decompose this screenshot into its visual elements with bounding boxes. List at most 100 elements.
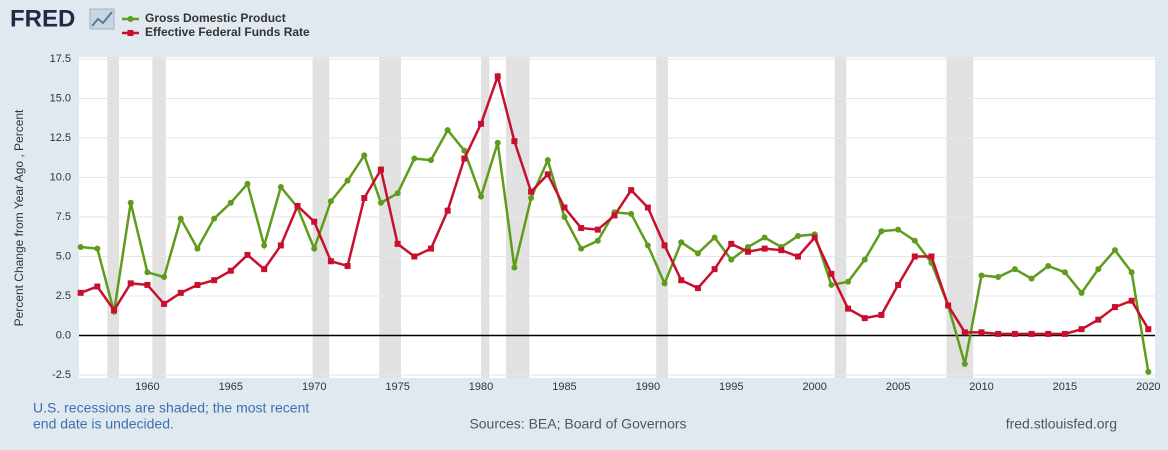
data-point (628, 187, 635, 194)
data-point (194, 281, 201, 288)
data-point (377, 199, 384, 206)
data-point (928, 253, 935, 260)
data-point (377, 166, 384, 173)
data-point (961, 329, 968, 336)
data-point (694, 285, 701, 292)
data-point (427, 157, 434, 164)
x-tick-label: 1960 (135, 381, 159, 393)
data-point (127, 280, 134, 287)
note-line: end date is undecided. (33, 416, 174, 432)
data-point (177, 215, 184, 222)
data-point (728, 256, 735, 263)
x-tick-label: 1970 (302, 381, 326, 393)
data-point (895, 226, 902, 233)
data-point (311, 218, 318, 225)
data-point (511, 138, 518, 145)
data-point (1045, 262, 1052, 269)
data-point (211, 277, 218, 284)
logo: FRED (10, 5, 75, 32)
credit: fred.stlouisfed.org (1006, 416, 1117, 432)
x-tick-label: 1975 (385, 381, 409, 393)
data-point (494, 139, 501, 146)
data-point (77, 244, 84, 251)
data-point (1061, 269, 1068, 276)
data-point (444, 127, 451, 134)
data-point (344, 262, 351, 269)
data-point (1011, 266, 1018, 273)
data-point (1078, 289, 1085, 296)
data-point (594, 226, 601, 233)
data-point (678, 239, 685, 246)
note-line: U.S. recessions are shaded; the most rec… (33, 400, 309, 416)
data-point (277, 242, 284, 249)
data-point (444, 207, 451, 214)
data-point (427, 245, 434, 252)
data-point (244, 180, 251, 187)
data-point (394, 240, 401, 247)
data-point (744, 248, 751, 255)
data-point (694, 250, 701, 257)
data-point (561, 204, 568, 211)
data-point (511, 264, 518, 271)
data-point (911, 237, 918, 244)
data-point (127, 199, 134, 206)
data-point (411, 155, 418, 162)
y-tick-label: -2.5 (52, 369, 71, 381)
data-point (1028, 330, 1035, 337)
data-point (711, 266, 718, 273)
legend-label: Gross Domestic Product (145, 11, 286, 25)
data-point (861, 256, 868, 263)
data-point (945, 302, 952, 309)
data-point (461, 147, 468, 154)
data-point (1111, 247, 1118, 254)
data-point (661, 242, 668, 249)
grid-layer: -2.5 0.0 2.5 5.0 7.5 10.0 12.5 15.0 17.5 1960 1965… (50, 53, 1161, 393)
data-point (544, 171, 551, 178)
data-point (1145, 368, 1152, 375)
y-tick-label: 5.0 (56, 250, 71, 262)
data-point (628, 210, 635, 217)
data-point (94, 245, 101, 252)
data-point (394, 190, 401, 197)
data-point (478, 120, 485, 127)
y-tick-label: 2.5 (56, 290, 71, 302)
data-point (327, 258, 334, 265)
data-point (761, 245, 768, 252)
data-point (878, 311, 885, 318)
data-point (294, 202, 301, 209)
data-point (327, 198, 334, 205)
x-tick-label: 1990 (636, 381, 660, 393)
x-tick-label: 2010 (969, 381, 993, 393)
data-point (161, 274, 168, 281)
data-point (1078, 326, 1085, 333)
data-point (995, 274, 1002, 281)
data-point (194, 245, 201, 252)
data-point (728, 240, 735, 247)
data-point (594, 237, 601, 244)
legend-marker (127, 30, 134, 36)
x-tick-label: 2020 (1136, 381, 1160, 393)
data-point (144, 281, 151, 288)
data-point (344, 177, 351, 184)
data-point (644, 242, 651, 249)
data-point (1145, 326, 1152, 333)
y-tick-label: 15.0 (50, 92, 71, 104)
logo-icon (89, 8, 115, 30)
data-point (795, 232, 802, 239)
data-point (995, 330, 1002, 337)
x-tick-label: 2005 (886, 381, 910, 393)
data-point (911, 253, 918, 260)
data-point (845, 278, 852, 285)
data-point (678, 277, 685, 284)
data-point (211, 215, 218, 222)
data-point (177, 289, 184, 296)
data-point (611, 212, 618, 219)
data-point (494, 73, 501, 80)
y-tick-label: 12.5 (50, 132, 71, 144)
data-point (795, 253, 802, 260)
data-point (277, 183, 284, 190)
series-layer (77, 72, 1152, 375)
data-point (878, 228, 885, 235)
data-point (1111, 304, 1118, 311)
